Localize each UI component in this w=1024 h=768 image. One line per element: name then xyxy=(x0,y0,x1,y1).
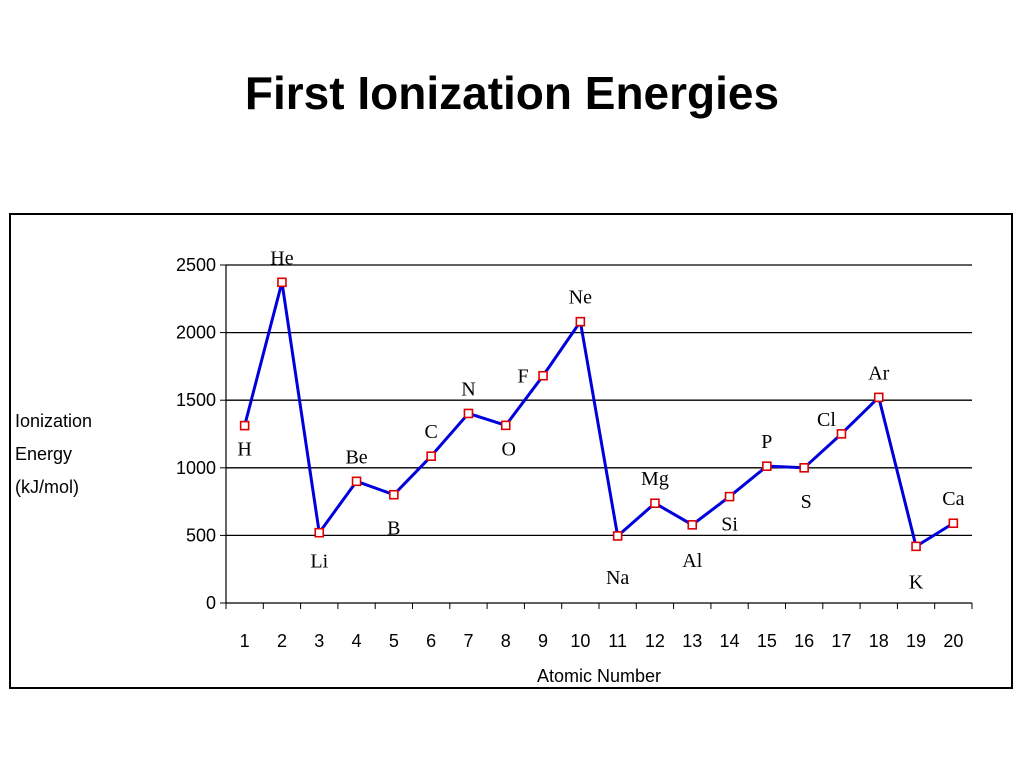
marker-Na xyxy=(612,531,623,541)
point-label-Ca: Ca xyxy=(942,488,964,510)
x-tick-label-11: 11 xyxy=(608,631,627,651)
point-label-Be: Be xyxy=(345,446,367,468)
marker-O xyxy=(500,420,511,431)
gridlines xyxy=(226,264,972,537)
series-segment-15 xyxy=(765,464,806,470)
x-tick-label-5: 5 xyxy=(389,631,399,651)
point-label-He: He xyxy=(270,247,293,269)
point-label-F: F xyxy=(517,366,528,388)
series-segment-1 xyxy=(243,280,284,428)
marker-N xyxy=(463,408,474,419)
y-axis-title: Ionization Energy (kJ/mol) xyxy=(15,411,92,497)
point-label-S: S xyxy=(801,491,812,513)
series-segment-3 xyxy=(317,479,359,535)
point-label-C: C xyxy=(424,421,437,443)
series-segment-6 xyxy=(429,411,470,458)
marker-K xyxy=(911,541,921,552)
point-label-N: N xyxy=(461,378,475,400)
series-segment-12 xyxy=(653,501,694,527)
y-axis-title-line-3: (kJ/mol) xyxy=(15,477,79,497)
point-label-Li: Li xyxy=(310,551,328,573)
x-tick-label-8: 8 xyxy=(501,631,511,651)
point-label-Si: Si xyxy=(721,514,738,536)
chart-frame: 0 500 1000 1500 2000 2500 1 2 3 4 5 6 7 8 9 10 11 12 13 14 1… xyxy=(9,213,1013,689)
series-segment-7 xyxy=(466,411,508,427)
y-tick-label-0: 0 xyxy=(206,593,216,613)
point-label-B: B xyxy=(387,518,400,540)
marker-B xyxy=(389,489,399,500)
x-tick-label-14: 14 xyxy=(720,631,740,651)
x-tick-label-1: 1 xyxy=(240,631,250,651)
marker-Ne xyxy=(575,316,586,327)
marker-Li xyxy=(314,527,325,538)
point-labels: H He Li Be B C N O F Ne Na Mg Al Si P S Cl Ar K Ca xyxy=(237,247,964,593)
point-label-Mg: Mg xyxy=(641,468,669,490)
x-axis-title: Atomic Number xyxy=(537,666,661,686)
marker-Si xyxy=(724,491,735,502)
x-tick-label-3: 3 xyxy=(314,631,324,651)
marker-Mg xyxy=(650,498,660,509)
series-markers xyxy=(239,277,959,552)
marker-P xyxy=(762,461,772,471)
marker-Cl xyxy=(836,429,847,439)
series-segment-18 xyxy=(877,395,918,548)
x-tick-label-6: 6 xyxy=(426,631,436,651)
x-tick-label-18: 18 xyxy=(869,631,889,651)
x-tick-label-19: 19 xyxy=(906,631,926,651)
series-segment-14 xyxy=(728,464,769,499)
y-tick-label-2000: 2000 xyxy=(176,323,216,343)
x-tick-label-7: 7 xyxy=(463,631,473,651)
marker-H xyxy=(239,420,250,431)
point-label-P: P xyxy=(761,431,772,453)
point-label-Al: Al xyxy=(682,550,702,572)
x-tick-label-2: 2 xyxy=(277,631,287,651)
marker-S xyxy=(799,463,809,473)
series-segment-17 xyxy=(839,395,881,436)
x-tick-label-10: 10 xyxy=(570,631,590,651)
x-tick-label-20: 20 xyxy=(943,631,963,651)
series-segment-8 xyxy=(504,374,545,427)
point-label-Cl: Cl xyxy=(817,409,836,431)
y-tick-label-1000: 1000 xyxy=(176,458,216,478)
series-segment-10 xyxy=(578,320,620,538)
x-tick-label-4: 4 xyxy=(352,631,362,651)
point-label-Ar: Ar xyxy=(868,362,889,384)
marker-Ca xyxy=(948,518,959,529)
x-tick-label-13: 13 xyxy=(682,631,702,651)
y-tick-label-1500: 1500 xyxy=(176,390,216,410)
series-segment-5 xyxy=(392,454,433,497)
series-segment-16 xyxy=(802,432,843,470)
slide-title: First Ionization Energies xyxy=(244,67,780,119)
x-tick-label-15: 15 xyxy=(757,631,777,651)
series-segment-4 xyxy=(355,479,396,497)
point-label-O: O xyxy=(502,438,516,460)
series-segment-13 xyxy=(690,495,732,527)
series-segment-19 xyxy=(914,521,955,548)
y-tick-label-500: 500 xyxy=(186,525,216,545)
y-axis-title-line-1: Ionization xyxy=(15,411,92,431)
x-tick-label-12: 12 xyxy=(645,631,665,651)
marker-C xyxy=(426,451,436,461)
x-tick-label-17: 17 xyxy=(831,631,851,651)
marker-Ar xyxy=(873,392,884,403)
series-segment-2 xyxy=(280,280,321,535)
series-segment-11 xyxy=(616,501,657,538)
marker-Al xyxy=(687,520,698,530)
marker-Be xyxy=(351,476,362,487)
marker-F xyxy=(538,370,548,381)
y-tick-label-2500: 2500 xyxy=(176,255,216,275)
x-tick-label-16: 16 xyxy=(794,631,814,651)
marker-He xyxy=(277,277,287,288)
y-axis-title-line-2: Energy xyxy=(15,444,72,464)
point-label-K: K xyxy=(909,571,924,593)
series-segment-9 xyxy=(541,320,582,378)
x-tick-label-9: 9 xyxy=(538,631,548,651)
point-label-Ne: Ne xyxy=(569,287,592,309)
series-lines xyxy=(243,280,955,548)
point-label-H: H xyxy=(237,439,251,461)
point-label-Na: Na xyxy=(606,567,629,589)
